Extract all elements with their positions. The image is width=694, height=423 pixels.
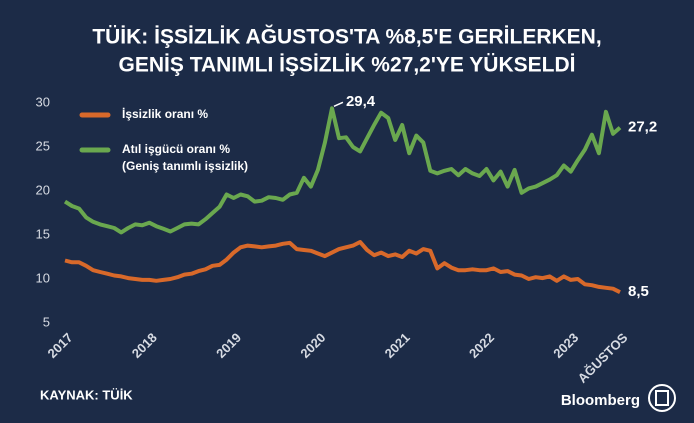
source: KAYNAK: TÜİK xyxy=(40,387,133,402)
y-tick-label: 15 xyxy=(36,226,50,241)
chart-title: TÜİK: İŞSİZLİK AĞUSTOS'TA %8,5'E GERİLER… xyxy=(92,25,601,49)
series-line xyxy=(63,106,622,235)
chart-subtitle: GENİŞ TANIMLI İŞSİZLİK %27,2'YE YÜKSELDİ xyxy=(119,54,576,77)
value-label: 27,2 xyxy=(628,119,657,136)
legend-detail: (Geniş tanımlı işsizlik) xyxy=(122,159,248,173)
logo xyxy=(648,384,676,412)
y-tick-label: 10 xyxy=(36,270,50,285)
logo-ring xyxy=(648,384,676,412)
y-tick-label: 20 xyxy=(36,182,50,197)
legend-label: Atıl işgücü oranı % xyxy=(122,142,230,156)
brand: Bloomberg xyxy=(561,392,640,409)
value-label: 29,4 xyxy=(346,93,376,110)
series-line xyxy=(64,240,621,294)
logo-mark xyxy=(655,390,669,406)
value-label: 8,5 xyxy=(628,283,649,300)
y-tick-label: 25 xyxy=(36,138,50,153)
y-tick-label: 5 xyxy=(43,314,50,329)
legend-label: İşsizlik oranı % xyxy=(122,106,208,121)
annotation-leader xyxy=(333,101,344,107)
y-tick-label: 30 xyxy=(36,94,50,109)
